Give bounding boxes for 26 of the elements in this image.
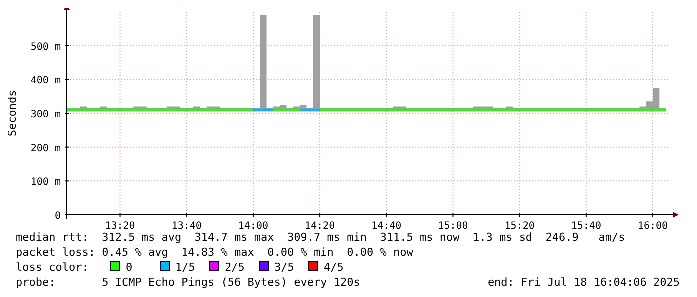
text: end: Fri Jul 18 16:04:06 2025: [488, 276, 680, 289]
legend-label: 0: [126, 261, 133, 274]
legend-label: 2/5: [225, 261, 245, 274]
text: median rtt: 312.5 ms avg 314.7 ms max 309.7 ms min 311.5 ms now 1.3 ms sd 246.9 am/s: [16, 231, 626, 244]
x-tick-label: 15:00: [438, 221, 468, 232]
legend-label: 1/5: [176, 261, 196, 274]
x-tick-label: 15:40: [571, 221, 602, 232]
text: packet loss: 0.45 % avg 14.83 % max 0.00 % min 0.00 % now: [16, 246, 414, 259]
y-tick-label: 500 m: [30, 42, 61, 53]
x-tick-label: 15:20: [504, 221, 535, 232]
text: probe: 5 ICMP Echo Pings (56 Bytes) every 120s: [16, 276, 360, 289]
y-tick-label: 300 m: [30, 110, 61, 120]
x-tick-label: 13:20: [105, 221, 136, 232]
y-tick-label: 100 m: [30, 177, 61, 188]
x-tick-label: 16:00: [638, 221, 668, 232]
x-tick-label: 14:20: [304, 221, 336, 232]
x-tick-label: 14:40: [372, 221, 402, 232]
x-tick-label: 14:00: [238, 221, 269, 232]
legend-label: 4/5: [324, 261, 344, 274]
y-tick-label: 200 m: [30, 143, 61, 154]
legend-title: loss color:: [16, 261, 89, 274]
y-tick-label: 400 m: [30, 76, 61, 87]
legend-label: 3/5: [274, 261, 294, 274]
y-tick-label: 0: [54, 211, 61, 222]
y-axis-title: Seconds: [6, 90, 19, 137]
x-tick-label: 13:40: [172, 221, 202, 232]
